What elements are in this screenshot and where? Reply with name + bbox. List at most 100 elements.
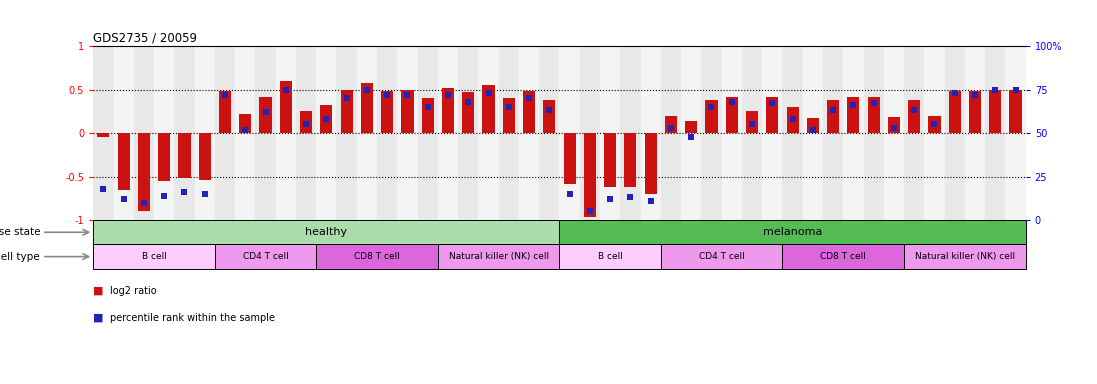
Bar <box>579 46 600 220</box>
Bar <box>965 46 985 220</box>
Bar <box>134 46 154 220</box>
Point <box>479 90 497 96</box>
Bar <box>660 245 782 269</box>
Bar <box>219 91 231 133</box>
Bar <box>722 46 742 220</box>
Bar <box>113 46 134 220</box>
Point <box>378 92 396 98</box>
Bar <box>138 133 150 211</box>
Point <box>723 99 740 105</box>
Point <box>135 200 152 206</box>
Bar <box>478 46 499 220</box>
Bar <box>320 105 332 133</box>
Bar <box>418 46 438 220</box>
Bar <box>705 100 717 133</box>
Bar <box>296 46 316 220</box>
Bar <box>624 133 636 187</box>
Text: Natural killer (NK) cell: Natural killer (NK) cell <box>449 252 548 261</box>
Point <box>561 191 578 197</box>
Bar <box>928 116 940 133</box>
Point <box>946 90 963 96</box>
Bar <box>93 245 215 269</box>
Point <box>257 109 274 115</box>
Point <box>1007 86 1025 93</box>
Bar <box>806 118 819 133</box>
Text: CD4 T cell: CD4 T cell <box>699 252 745 261</box>
Bar <box>904 245 1026 269</box>
Bar <box>199 133 211 180</box>
Text: disease state: disease state <box>0 227 41 237</box>
Point <box>338 95 355 101</box>
Bar <box>462 92 474 133</box>
Bar <box>442 88 454 133</box>
Bar <box>620 46 641 220</box>
Bar <box>559 245 660 269</box>
Bar <box>543 100 555 133</box>
Bar <box>686 121 698 133</box>
Text: Natural killer (NK) cell: Natural killer (NK) cell <box>915 252 1015 261</box>
Point <box>115 196 133 202</box>
Bar <box>868 96 880 133</box>
Point <box>864 101 882 107</box>
Bar <box>337 46 357 220</box>
Bar <box>239 114 251 133</box>
Bar <box>985 46 1006 220</box>
Text: cell type: cell type <box>0 252 41 262</box>
Point <box>783 116 801 122</box>
Point <box>156 193 173 199</box>
Bar <box>438 245 559 269</box>
Bar <box>377 46 397 220</box>
Point <box>642 198 659 204</box>
Bar <box>989 89 1002 133</box>
Bar <box>438 46 459 220</box>
Bar <box>540 46 559 220</box>
Text: GDS2735 / 20059: GDS2735 / 20059 <box>93 32 197 45</box>
Bar <box>908 100 920 133</box>
Bar <box>523 91 535 133</box>
Bar <box>194 46 215 220</box>
Text: ■: ■ <box>93 313 104 323</box>
Point <box>764 101 781 107</box>
Bar <box>117 133 129 190</box>
Bar <box>884 46 904 220</box>
Bar <box>726 96 738 133</box>
Bar <box>361 83 373 133</box>
Bar <box>604 133 617 187</box>
Bar <box>762 46 782 220</box>
Bar <box>519 46 540 220</box>
Bar <box>766 96 779 133</box>
Bar <box>641 46 660 220</box>
Bar <box>645 133 657 194</box>
Bar <box>681 46 701 220</box>
Bar <box>782 46 803 220</box>
Bar <box>559 46 579 220</box>
Bar <box>863 46 884 220</box>
Point <box>926 121 943 127</box>
Bar <box>559 220 1026 245</box>
Point <box>318 116 336 122</box>
Point <box>500 104 518 110</box>
Point <box>176 189 193 195</box>
Bar <box>154 46 174 220</box>
Bar <box>1006 46 1026 220</box>
Point <box>824 108 841 114</box>
Point <box>885 125 903 131</box>
Bar <box>299 111 313 133</box>
Point <box>804 127 822 133</box>
Point <box>622 194 640 200</box>
Bar <box>215 245 316 269</box>
Bar <box>803 46 823 220</box>
Text: healthy: healthy <box>305 227 348 237</box>
Point <box>541 108 558 114</box>
Bar <box>564 133 576 184</box>
Point <box>398 92 416 98</box>
Bar <box>397 46 418 220</box>
Text: percentile rank within the sample: percentile rank within the sample <box>110 313 274 323</box>
Bar <box>1009 89 1021 133</box>
Bar <box>260 96 272 133</box>
Point <box>663 125 680 131</box>
Text: B cell: B cell <box>142 252 167 261</box>
Bar <box>823 46 844 220</box>
Point <box>358 86 375 93</box>
Bar <box>357 46 377 220</box>
